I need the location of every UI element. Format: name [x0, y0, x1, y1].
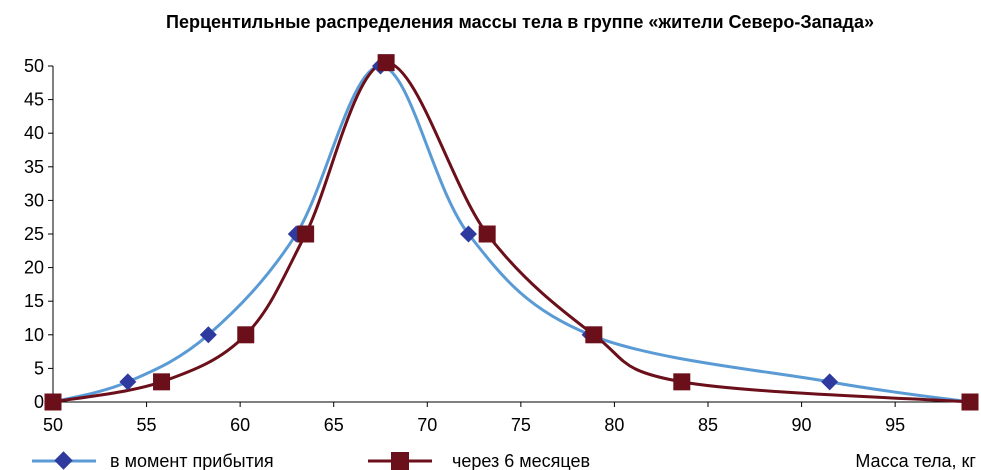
x-axis-label: Масса тела, кг [855, 451, 976, 470]
y-tick-label: 0 [34, 392, 44, 412]
x-tick-label: 80 [604, 415, 624, 435]
x-tick-label: 75 [511, 415, 531, 435]
x-tick-group: 50 55 60 65 70 75 80 85 90 95 [43, 402, 905, 435]
y-tick-label: 35 [24, 157, 44, 177]
y-tick-label: 5 [34, 358, 44, 378]
x-tick-label: 90 [792, 415, 812, 435]
y-tick-label: 25 [24, 224, 44, 244]
x-tick-label: 50 [43, 415, 63, 435]
data-point-square [478, 225, 496, 243]
y-tick-label: 10 [24, 325, 44, 345]
legend-item-arrival: в момент прибытия [32, 451, 274, 470]
y-tick-label: 40 [24, 123, 44, 143]
x-tick-label: 65 [324, 415, 344, 435]
data-point-square [153, 373, 171, 391]
legend-label-arrival: в момент прибытия [110, 451, 274, 470]
legend-marker-6months [391, 452, 409, 470]
legend-item-6months: через 6 месяцев [368, 451, 590, 470]
chart-title: Перцентильные распределения массы тела в… [166, 12, 874, 32]
y-tick-group: 0 5 10 15 20 25 30 35 40 45 50 [24, 56, 53, 412]
data-point-diamond [119, 373, 137, 391]
x-tick-label: 55 [137, 415, 157, 435]
data-point-diamond [821, 373, 839, 391]
y-tick-label: 15 [24, 291, 44, 311]
legend-label-6months: через 6 месяцев [452, 451, 590, 470]
data-point-square [961, 393, 979, 411]
data-point-square [673, 373, 691, 391]
data-point-square [237, 326, 255, 344]
data-point-square [297, 225, 315, 243]
x-tick-label: 95 [885, 415, 905, 435]
series-group [44, 54, 979, 411]
data-point-diamond [199, 326, 217, 344]
y-tick-label: 30 [24, 190, 44, 210]
data-point-diamond [459, 225, 477, 243]
x-tick-label: 85 [698, 415, 718, 435]
data-point-square [377, 54, 395, 72]
legend: в момент прибытия через 6 месяцев [32, 451, 590, 470]
y-tick-label: 50 [24, 56, 44, 76]
axes [52, 66, 970, 403]
y-tick-label: 20 [24, 258, 44, 278]
y-tick-label: 45 [24, 90, 44, 110]
x-tick-label: 70 [417, 415, 437, 435]
series-line-2 [52, 61, 971, 404]
data-point-square [585, 326, 603, 344]
data-point-square [44, 393, 62, 411]
legend-marker-arrival [54, 451, 73, 470]
series-line-1 [52, 64, 971, 404]
x-tick-label: 60 [230, 415, 250, 435]
